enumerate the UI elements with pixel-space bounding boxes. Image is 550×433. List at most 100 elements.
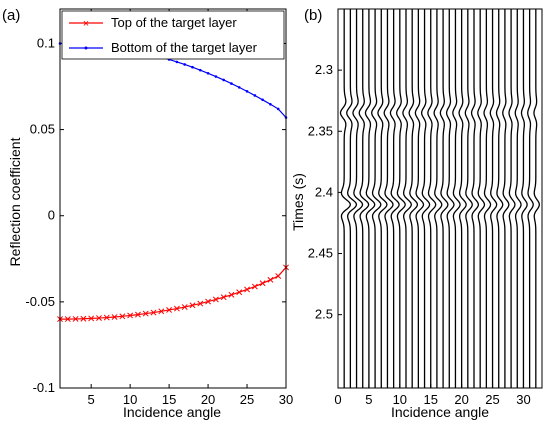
point-marker-x	[251, 283, 258, 290]
seismic-trace	[477, 9, 486, 388]
seismic-trace	[439, 9, 449, 388]
seismic-trace	[383, 9, 394, 388]
panel-a-y-tick-label: -0.05	[25, 294, 55, 309]
panel-b-x-tick-label: 30	[516, 392, 530, 407]
panel-b-x-tick-label: 5	[365, 392, 372, 407]
point-marker-x	[127, 312, 134, 319]
panel-a-series	[57, 42, 289, 323]
point-marker-dot	[206, 71, 210, 75]
panel-b-y-tick-label: 2.3	[315, 62, 333, 77]
point-marker-x	[173, 305, 180, 312]
seismic-trace	[371, 9, 382, 388]
seismic-trace	[495, 9, 504, 388]
point-marker-x	[197, 300, 204, 307]
point-marker-x	[228, 291, 235, 298]
point-marker-x	[96, 315, 102, 322]
seismic-trace	[352, 9, 364, 388]
point-marker-x	[205, 298, 212, 305]
seismic-trace	[527, 9, 534, 388]
point-marker-x	[64, 316, 71, 323]
seismic-trace	[470, 9, 480, 388]
point-marker-x	[80, 315, 87, 322]
point-marker-dot	[191, 65, 194, 69]
panel-b-x-tick-label: 15	[423, 392, 437, 407]
seismic-trace	[377, 9, 388, 388]
point-marker-x	[189, 302, 196, 309]
point-marker-x	[158, 308, 165, 315]
point-marker-dot	[245, 90, 249, 93]
panel-b-axes-box	[337, 8, 543, 389]
seismic-trace	[358, 9, 370, 388]
point-marker-dot	[183, 63, 186, 66]
seismic-trace	[408, 9, 419, 388]
panel-b-y-tick-label: 2.4	[315, 184, 333, 199]
legend-top-x-marker: ×	[83, 18, 89, 30]
panel-b: (b) Times (s) Incidence angle 0 5 10 15 20 25…	[290, 7, 543, 420]
seismic-trace	[533, 9, 540, 388]
point-marker-dot	[253, 94, 257, 97]
point-marker-x	[103, 314, 110, 321]
panel-b-ticks: 0 5 10 15 20 25 30 2.3 2.35 2.4 2.45 2.5	[308, 62, 531, 407]
seismic-trace	[508, 9, 516, 388]
seismic-trace	[339, 9, 352, 388]
series-line-top-of-target-layer	[60, 267, 287, 320]
panel-b-label: (b)	[304, 7, 322, 24]
legend-box	[61, 10, 285, 60]
panel-a-x-tick-label: 20	[201, 392, 215, 407]
point-marker-x	[111, 314, 118, 320]
point-marker-x	[119, 313, 126, 320]
panel-b-traces	[339, 9, 540, 388]
point-marker-dot	[276, 107, 280, 111]
panel-a-x-tick-label: 25	[240, 392, 254, 407]
seismic-trace	[420, 9, 431, 388]
panel-a-y-tick-label: -0.1	[33, 380, 55, 395]
point-marker-x	[142, 310, 149, 317]
point-marker-x	[220, 294, 227, 301]
seismic-trace	[364, 9, 376, 388]
seismic-trace	[389, 9, 400, 388]
panel-a-x-axis-label: Incidence angle	[123, 404, 221, 420]
point-marker-x	[244, 286, 250, 293]
point-marker-x	[166, 307, 173, 313]
seismic-trace	[414, 9, 425, 388]
point-marker-x	[236, 289, 243, 296]
legend-bottom-dot-marker	[84, 46, 88, 50]
seismic-trace	[346, 9, 358, 388]
point-marker-x	[150, 309, 157, 316]
panel-b-x-axis-label: Incidence angle	[391, 404, 489, 420]
panel-a-legend: × Top of the target layer Bottom of the …	[61, 10, 285, 60]
seismic-trace	[433, 9, 443, 388]
seismic-trace	[445, 9, 455, 388]
legend-top-label: Top of the target layer	[111, 15, 237, 30]
seismic-trace	[520, 9, 528, 388]
point-marker-dot	[175, 60, 179, 64]
point-marker-x	[88, 315, 95, 322]
panel-a-y-tick-label: 0.1	[37, 35, 55, 50]
legend-bottom-label: Bottom of the target layer	[111, 40, 258, 55]
panel-b-y-tick-label: 2.45	[308, 246, 333, 261]
seismic-trace	[464, 9, 473, 388]
point-marker-x	[212, 296, 219, 303]
panel-a-y-axis-label: Reflection coefficient	[7, 137, 23, 266]
seismic-trace	[402, 9, 412, 388]
seismic-trace	[514, 9, 522, 388]
point-marker-dot	[198, 68, 202, 72]
panel-a-x-tick-label: 10	[123, 392, 137, 407]
point-marker-dot	[269, 102, 272, 106]
panel-b-y-tick-label: 2.5	[315, 307, 333, 322]
panel-a-ticks: 5 10 15 20 25 30 -0.1 -0.05 0 0.05 0.1	[25, 9, 293, 407]
panel-a: (a) Reflection coefficient Incidence ang…	[2, 7, 293, 420]
seismic-trace	[489, 9, 498, 388]
seismic-trace	[458, 9, 467, 388]
panel-a-x-tick-label: 5	[88, 392, 95, 407]
point-marker-x	[134, 311, 141, 318]
panel-b-y-axis-label: Times (s)	[290, 173, 306, 231]
panel-b-x-tick-label: 25	[485, 392, 499, 407]
seismic-trace	[452, 9, 461, 388]
panel-a-x-tick-label: 30	[279, 392, 293, 407]
panel-a-x-tick-label: 15	[162, 392, 176, 407]
point-marker-x	[181, 304, 188, 310]
point-marker-dot	[230, 82, 233, 85]
point-marker-x	[72, 315, 79, 322]
